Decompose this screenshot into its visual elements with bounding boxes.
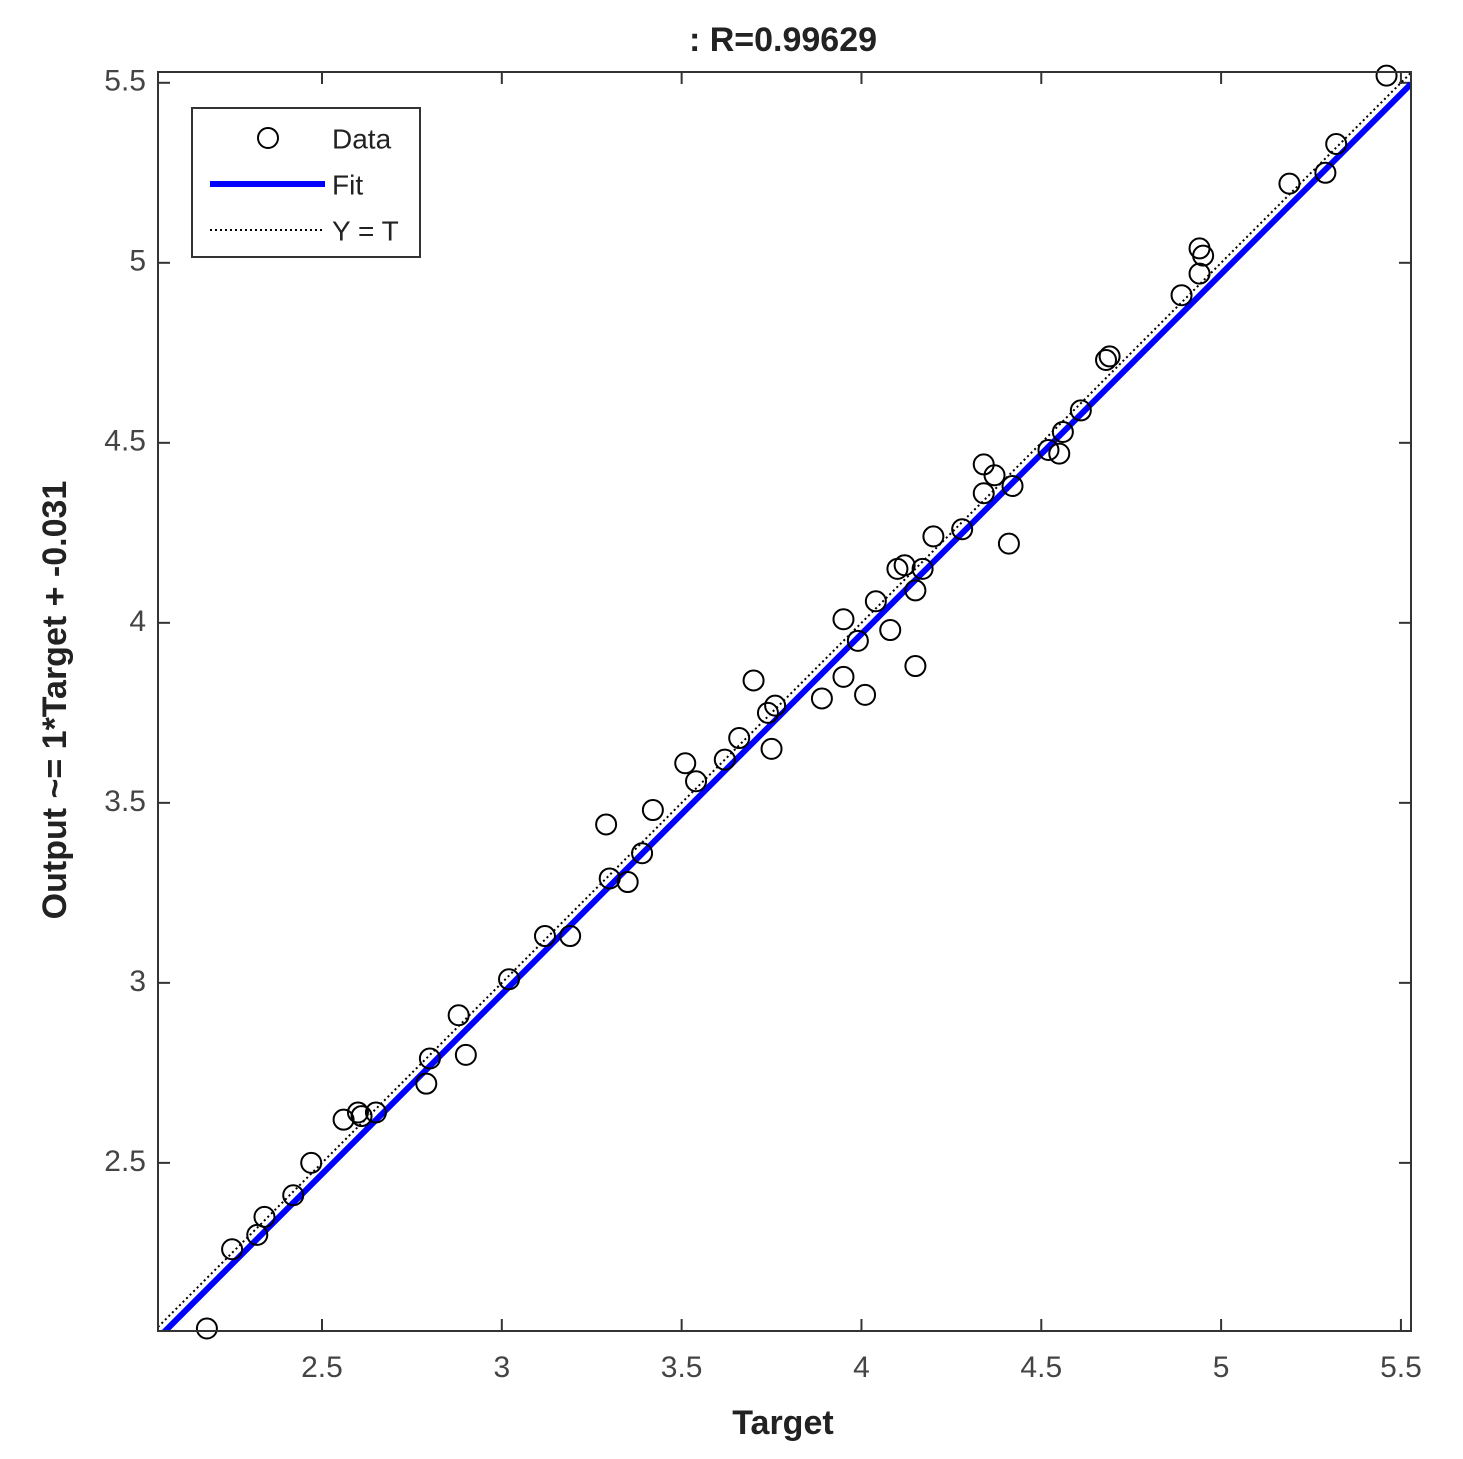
data-point: [1188, 262, 1211, 285]
data-point: [904, 579, 927, 602]
data-point: [904, 655, 927, 678]
data-point: [418, 1047, 441, 1070]
data-point: [559, 925, 582, 948]
data-point: [641, 799, 664, 822]
points: [195, 64, 1398, 1340]
data-point: [1325, 133, 1348, 156]
data-point: [879, 619, 902, 642]
data-point: [1069, 399, 1092, 422]
data-point: [631, 842, 654, 865]
data-point: [1278, 172, 1301, 195]
y-tick-label: 3: [129, 965, 146, 998]
legend-label: Y = T: [332, 215, 399, 246]
data-point: [854, 683, 877, 706]
data-point: [922, 525, 945, 548]
data-point: [1098, 345, 1121, 368]
legend-label: Fit: [332, 169, 363, 200]
data-point: [1192, 244, 1215, 267]
data-point: [764, 694, 787, 717]
y-tick-label: 4.5: [104, 425, 146, 458]
data-point: [832, 608, 855, 631]
data-point: [728, 727, 751, 750]
y-tick-label: 2.5: [104, 1145, 146, 1178]
data-point: [195, 1317, 218, 1340]
data-point: [713, 748, 736, 771]
data-point: [742, 669, 765, 692]
data-point: [997, 532, 1020, 555]
data-point: [685, 770, 708, 793]
y-tick-label: 5.5: [104, 65, 146, 98]
data-point: [810, 687, 833, 710]
data-point: [300, 1151, 323, 1174]
plot-area: 2.5 3 3.5 4 4.5 5 5.5 2.5 3 3.5 4 4.5 5 5.5: [104, 65, 1422, 1384]
data-point: [756, 701, 779, 724]
data-point: [1037, 439, 1060, 462]
x-tick-label: 5: [1213, 1351, 1230, 1384]
data-point: [415, 1072, 438, 1095]
data-point: [1375, 64, 1398, 87]
data-point: [1051, 421, 1074, 444]
data-point: [864, 590, 887, 613]
legend-label: Data: [332, 123, 392, 154]
data-point: [253, 1205, 276, 1228]
data-point: [221, 1238, 244, 1261]
data-point: [893, 554, 916, 577]
chart-title: : R=0.99629: [689, 21, 877, 59]
data-point: [983, 464, 1006, 487]
y-axis-label: Output ~= 1*Target + -0.031: [36, 481, 74, 920]
data-point: [760, 737, 783, 760]
x-tick-label: 4: [853, 1351, 870, 1384]
data-point: [332, 1108, 355, 1131]
legend-marker: [257, 127, 279, 149]
y-tick-label: 3.5: [104, 785, 146, 818]
data-point: [598, 867, 621, 890]
data-point: [364, 1101, 387, 1124]
data-point: [533, 925, 556, 948]
data-point: [951, 518, 974, 541]
data-point: [346, 1101, 369, 1124]
data-point: [498, 968, 521, 991]
y-tick-label: 5: [129, 245, 146, 278]
x-tick-label: 5.5: [1380, 1351, 1422, 1384]
data-point: [1048, 442, 1071, 465]
axes-box: [157, 71, 1412, 1332]
data-point: [972, 482, 995, 505]
data-point: [1314, 161, 1337, 184]
legend: Data Fit Y = T: [191, 107, 421, 258]
x-axis-label: Target: [732, 1404, 833, 1442]
x-tick-label: 3: [493, 1351, 510, 1384]
data-point: [447, 1004, 470, 1027]
data-point: [1001, 475, 1024, 498]
x-tick-label: 4.5: [1020, 1351, 1062, 1384]
data-point: [454, 1043, 477, 1066]
data-point: [282, 1184, 305, 1207]
data-point: [674, 752, 697, 775]
data-point: [595, 813, 618, 836]
x-tick-label: 3.5: [661, 1351, 703, 1384]
x-tick-label: 2.5: [301, 1351, 343, 1384]
y-tick-label: 4: [129, 605, 146, 638]
data-point: [350, 1105, 373, 1128]
data-point: [1095, 349, 1118, 372]
data-point: [1170, 284, 1193, 307]
data-point: [911, 557, 934, 580]
data-point: [616, 871, 639, 894]
data-point: [846, 629, 869, 652]
data-point: [832, 665, 855, 688]
